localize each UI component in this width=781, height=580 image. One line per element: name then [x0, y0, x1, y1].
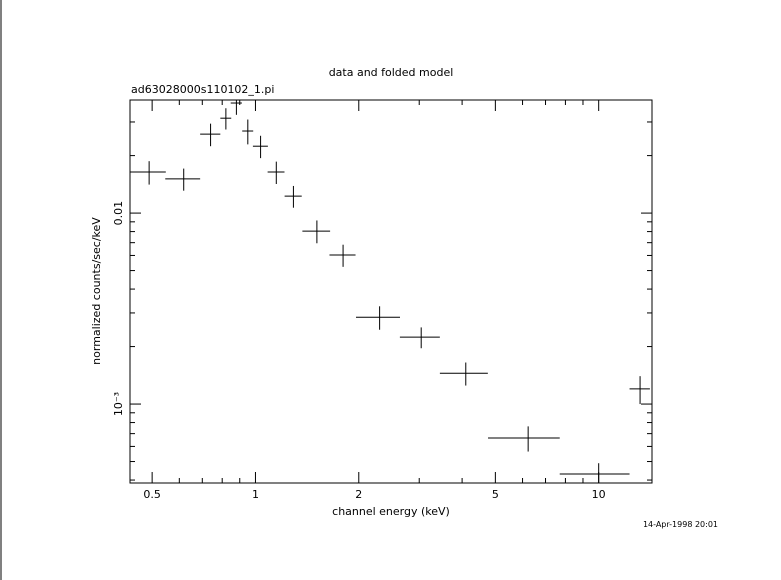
x-tick-label: 2	[355, 488, 362, 501]
chart-title: data and folded model	[329, 66, 454, 79]
timestamp: 14-Apr-1998 20:01	[643, 520, 718, 529]
y-axis-label: normalized counts/sec/keV	[90, 217, 103, 365]
x-axis-label: channel energy (keV)	[332, 505, 450, 518]
plot-frame	[129, 99, 653, 484]
x-tick-label: 1	[252, 488, 259, 501]
y-tick-label: 0.01	[112, 201, 125, 226]
y-tick-label: 10⁻³	[112, 392, 125, 416]
x-tick-label: 10	[592, 488, 606, 501]
chart-subtitle: ad63028000s110102_1.pi	[131, 83, 274, 96]
x-tick-label: 0.5	[143, 488, 161, 501]
x-tick-label: 5	[492, 488, 499, 501]
